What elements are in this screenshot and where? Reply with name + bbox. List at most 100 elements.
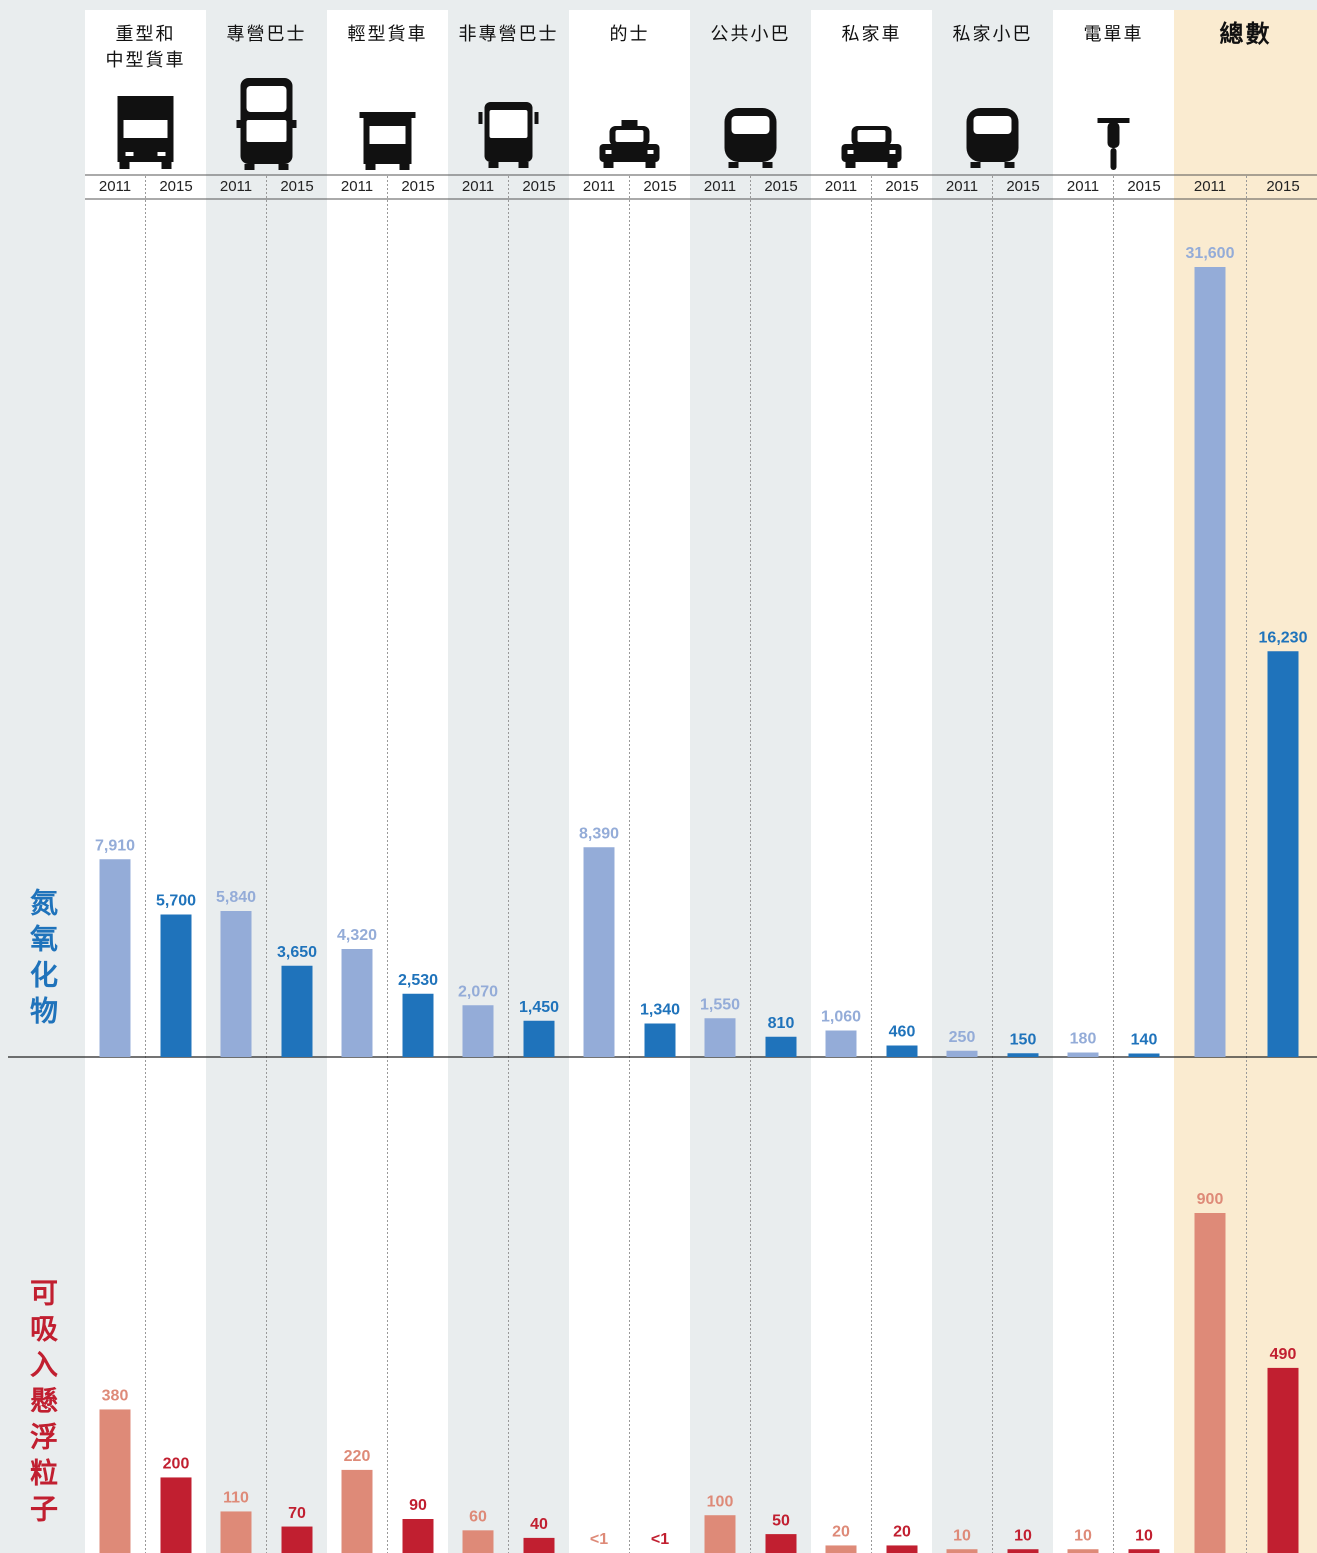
icon-part bbox=[762, 162, 773, 168]
value-label: 10 bbox=[1135, 1527, 1153, 1544]
bar bbox=[402, 993, 434, 1057]
value-label: 810 bbox=[768, 1015, 795, 1032]
bar bbox=[644, 1023, 676, 1057]
bar bbox=[220, 911, 252, 1057]
year-label: 2011 bbox=[946, 178, 978, 195]
icon-part bbox=[246, 86, 287, 112]
icon-part bbox=[973, 116, 1012, 134]
icon-part bbox=[534, 112, 539, 124]
bar bbox=[886, 1545, 918, 1553]
icon-part bbox=[1004, 162, 1015, 168]
year-label: 2011 bbox=[341, 178, 373, 195]
bar bbox=[160, 914, 192, 1057]
value-label: 200 bbox=[163, 1456, 190, 1473]
year-label: 2015 bbox=[159, 178, 192, 195]
year-label: 2011 bbox=[99, 178, 131, 195]
icon-part bbox=[970, 162, 981, 168]
value-label: 250 bbox=[949, 1029, 976, 1046]
icon-part bbox=[647, 150, 654, 154]
bar bbox=[1007, 1053, 1039, 1057]
bar bbox=[341, 1469, 373, 1553]
bar bbox=[462, 1530, 494, 1553]
vehicle-icon bbox=[1097, 118, 1130, 170]
top-strip bbox=[0, 0, 1317, 10]
value-label: 10 bbox=[1014, 1527, 1032, 1544]
bar bbox=[281, 1526, 313, 1553]
value-label: 20 bbox=[893, 1524, 911, 1541]
value-label: 20 bbox=[832, 1524, 850, 1541]
value-label: <1 bbox=[651, 1531, 669, 1548]
bar bbox=[946, 1549, 978, 1553]
bar bbox=[704, 1018, 736, 1057]
bar bbox=[583, 847, 615, 1057]
year-label: 2015 bbox=[643, 178, 676, 195]
value-label: <1 bbox=[590, 1531, 608, 1548]
icon-part bbox=[889, 150, 896, 154]
value-label: 16,230 bbox=[1259, 629, 1308, 646]
vehicle-icon bbox=[478, 102, 539, 168]
vehicle-icon bbox=[724, 108, 777, 168]
year-label: 2015 bbox=[1006, 178, 1039, 195]
icon-part bbox=[1097, 118, 1130, 123]
vehicle-icon bbox=[236, 78, 297, 170]
value-label: 140 bbox=[1131, 1032, 1158, 1049]
value-label: 4,320 bbox=[337, 927, 377, 944]
year-label: 2011 bbox=[704, 178, 736, 195]
category-label: 私家車 bbox=[841, 24, 902, 44]
bar bbox=[1267, 651, 1299, 1057]
bar bbox=[1007, 1549, 1039, 1553]
category-label: 電單車 bbox=[1083, 24, 1144, 44]
value-label: 490 bbox=[1270, 1346, 1297, 1363]
year-label: 2015 bbox=[280, 178, 313, 195]
icon-part bbox=[731, 116, 770, 134]
year-label: 2011 bbox=[462, 178, 494, 195]
icon-part bbox=[123, 120, 168, 138]
vehicle-icon bbox=[359, 112, 416, 170]
vehicle-icon bbox=[841, 126, 902, 168]
value-label: 110 bbox=[223, 1490, 249, 1507]
icon-part bbox=[365, 164, 376, 170]
icon-part bbox=[1107, 122, 1120, 148]
year-label: 2015 bbox=[1266, 178, 1299, 195]
value-label: 90 bbox=[409, 1497, 427, 1514]
icon-part bbox=[847, 150, 854, 154]
value-label: 1,550 bbox=[700, 996, 740, 1013]
icon-part bbox=[615, 130, 644, 142]
icon-part bbox=[645, 162, 656, 168]
vehicle-icon bbox=[599, 120, 660, 168]
category-label: 專營巴士 bbox=[226, 24, 307, 44]
icon-part bbox=[488, 162, 499, 168]
value-label: 50 bbox=[772, 1512, 790, 1529]
value-label: 60 bbox=[469, 1509, 487, 1526]
bar bbox=[220, 1511, 252, 1553]
icon-part bbox=[369, 126, 406, 144]
value-label: 40 bbox=[530, 1516, 548, 1533]
value-label: 7,910 bbox=[95, 837, 135, 854]
value-label: 1,340 bbox=[640, 1002, 680, 1019]
year-label: 2015 bbox=[764, 178, 797, 195]
bar bbox=[523, 1020, 555, 1057]
value-label: 1,450 bbox=[519, 999, 559, 1016]
value-label: 8,390 bbox=[579, 825, 619, 842]
icon-part bbox=[887, 162, 898, 168]
year-label: 2011 bbox=[220, 178, 252, 195]
icon-part bbox=[119, 162, 130, 169]
bar bbox=[886, 1045, 918, 1057]
category-label: 公共小巴 bbox=[710, 24, 791, 44]
icon-part bbox=[292, 120, 297, 128]
icon-part bbox=[161, 162, 172, 169]
bar bbox=[1128, 1549, 1160, 1553]
icon-part bbox=[728, 162, 739, 168]
bar bbox=[462, 1005, 494, 1057]
icon-part bbox=[359, 112, 416, 118]
category-label: 的士 bbox=[609, 24, 650, 44]
category-label: 輕型貨車 bbox=[347, 24, 428, 44]
bar bbox=[1067, 1052, 1099, 1057]
pm-label: 可吸入懸浮粒子 bbox=[27, 1278, 58, 1530]
bar bbox=[825, 1545, 857, 1553]
bar bbox=[765, 1534, 797, 1553]
value-label: 5,840 bbox=[216, 889, 256, 906]
value-label: 460 bbox=[889, 1024, 916, 1041]
